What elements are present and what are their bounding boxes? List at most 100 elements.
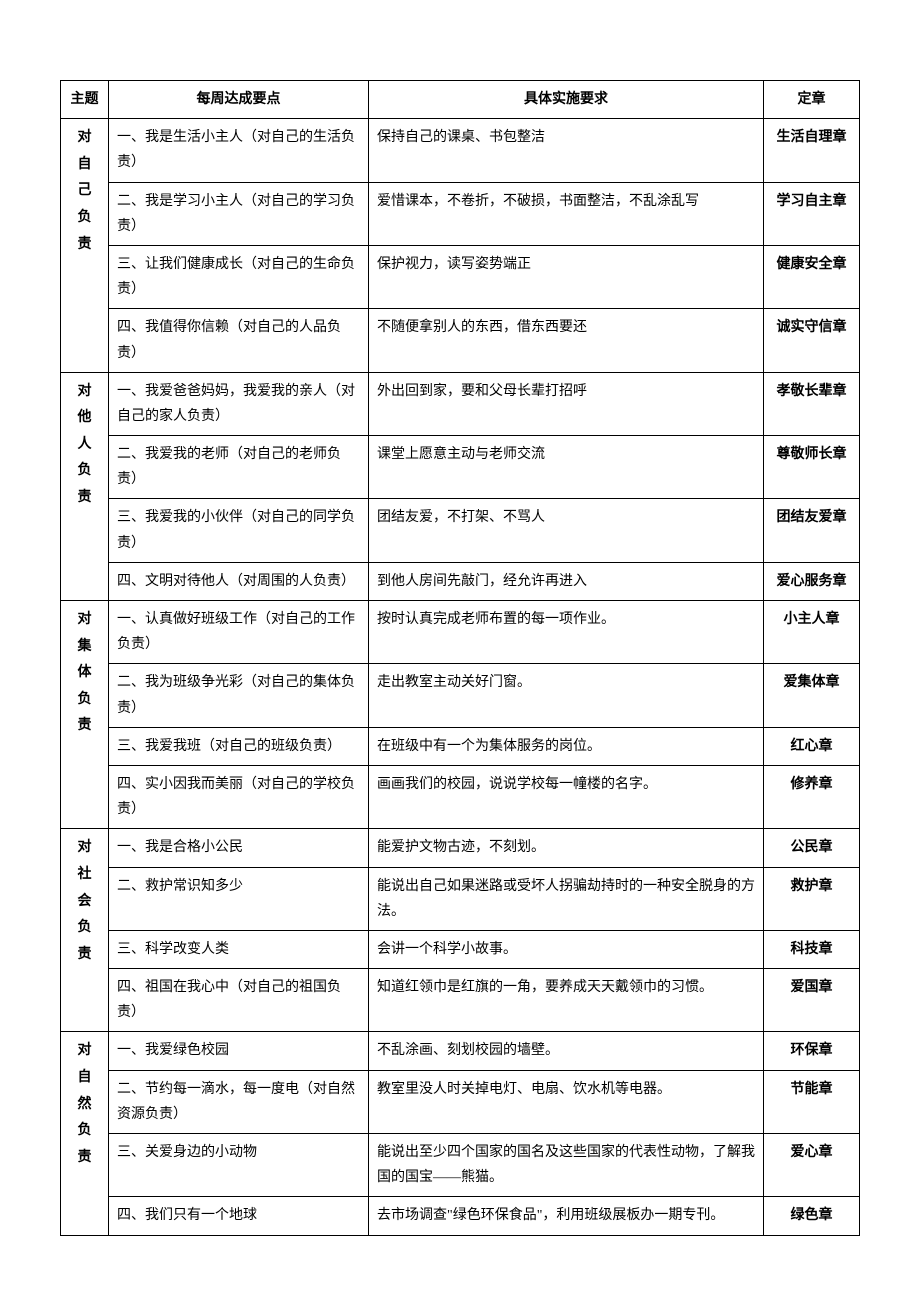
badge-cell: 救护章 <box>764 867 860 930</box>
theme-char: 社 <box>69 862 100 889</box>
theme-char: 责 <box>69 713 100 740</box>
table-row: 四、文明对待他人（对周围的人负责）到他人房间先敲门，经允许再进入爱心服务章 <box>61 562 860 600</box>
weekly-cell: 二、我是学习小主人（对自己的学习负责） <box>109 182 369 245</box>
table-row: 对集体负责一、认真做好班级工作（对自己的工作负责）按时认真完成老师布置的每一项作… <box>61 601 860 664</box>
badge-cell: 健康安全章 <box>764 245 860 308</box>
weekly-cell: 三、科学改变人类 <box>109 930 369 968</box>
weekly-cell: 一、我是生活小主人（对自己的生活负责） <box>109 119 369 182</box>
weekly-cell: 三、让我们健康成长（对自己的生命负责） <box>109 245 369 308</box>
table-row: 二、节约每一滴水，每一度电（对自然资源负责）教室里没人时关掉电灯、电扇、饮水机等… <box>61 1070 860 1133</box>
theme-cell: 对集体负责 <box>61 601 109 829</box>
theme-char: 人 <box>69 432 100 459</box>
badge-cell: 科技章 <box>764 930 860 968</box>
weekly-cell: 一、认真做好班级工作（对自己的工作负责） <box>109 601 369 664</box>
table-row: 二、我为班级争光彩（对自己的集体负责）走出教室主动关好门窗。爱集体章 <box>61 664 860 727</box>
implementation-cell: 团结友爱，不打架、不骂人 <box>369 499 764 562</box>
theme-char: 自 <box>69 1065 100 1092</box>
table-row: 三、科学改变人类会讲一个科学小故事。科技章 <box>61 930 860 968</box>
theme-char: 会 <box>69 889 100 916</box>
weekly-cell: 四、我们只有一个地球 <box>109 1197 369 1235</box>
table-row: 二、救护常识知多少能说出自己如果迷路或受坏人拐骗劫持时的一种安全脱身的方法。救护… <box>61 867 860 930</box>
weekly-cell: 一、我是合格小公民 <box>109 829 369 867</box>
implementation-cell: 到他人房间先敲门，经允许再进入 <box>369 562 764 600</box>
implementation-cell: 爱惜课本，不卷折，不破损，书面整洁，不乱涂乱写 <box>369 182 764 245</box>
table-row: 对他人负责一、我爱爸爸妈妈，我爱我的亲人（对自己的家人负责）外出回到家，要和父母… <box>61 372 860 435</box>
header-theme: 主题 <box>61 81 109 119</box>
theme-cell: 对他人负责 <box>61 372 109 600</box>
implementation-cell: 外出回到家，要和父母长辈打招呼 <box>369 372 764 435</box>
weekly-cell: 四、我值得你信赖（对自己的人品负责） <box>109 309 369 372</box>
theme-cell: 对自己负责 <box>61 119 109 373</box>
table-row: 对自然负责一、我爱绿色校园不乱涂画、刻划校园的墙壁。环保章 <box>61 1032 860 1070</box>
table-row: 二、我是学习小主人（对自己的学习负责）爱惜课本，不卷折，不破损，书面整洁，不乱涂… <box>61 182 860 245</box>
implementation-cell: 知道红领巾是红旗的一角，要养成天天戴领巾的习惯。 <box>369 969 764 1032</box>
theme-char: 负 <box>69 1118 100 1145</box>
header-badge: 定章 <box>764 81 860 119</box>
table-row: 四、我值得你信赖（对自己的人品负责）不随便拿别人的东西，借东西要还诚实守信章 <box>61 309 860 372</box>
badge-cell: 诚实守信章 <box>764 309 860 372</box>
weekly-cell: 四、祖国在我心中（对自己的祖国负责） <box>109 969 369 1032</box>
theme-char: 己 <box>69 178 100 205</box>
theme-char: 对 <box>69 125 100 152</box>
weekly-cell: 二、节约每一滴水，每一度电（对自然资源负责） <box>109 1070 369 1133</box>
theme-char: 责 <box>69 942 100 969</box>
theme-char: 负 <box>69 205 100 232</box>
implementation-cell: 不乱涂画、刻划校园的墙壁。 <box>369 1032 764 1070</box>
implementation-cell: 走出教室主动关好门窗。 <box>369 664 764 727</box>
weekly-cell: 四、实小因我而美丽（对自己的学校负责） <box>109 765 369 828</box>
header-weekly: 每周达成要点 <box>109 81 369 119</box>
theme-char: 集 <box>69 634 100 661</box>
badge-cell: 公民章 <box>764 829 860 867</box>
table-row: 四、实小因我而美丽（对自己的学校负责）画画我们的校园，说说学校每一幢楼的名字。修… <box>61 765 860 828</box>
table-row: 四、祖国在我心中（对自己的祖国负责）知道红领巾是红旗的一角，要养成天天戴领巾的习… <box>61 969 860 1032</box>
table-row: 对自己负责一、我是生活小主人（对自己的生活负责）保持自己的课桌、书包整洁生活自理… <box>61 119 860 182</box>
implementation-cell: 能爱护文物古迹，不刻划。 <box>369 829 764 867</box>
header-implementation: 具体实施要求 <box>369 81 764 119</box>
weekly-cell: 二、救护常识知多少 <box>109 867 369 930</box>
weekly-cell: 四、文明对待他人（对周围的人负责） <box>109 562 369 600</box>
table-row: 三、我爱我班（对自己的班级负责）在班级中有一个为集体服务的岗位。红心章 <box>61 727 860 765</box>
badge-cell: 红心章 <box>764 727 860 765</box>
implementation-cell: 课堂上愿意主动与老师交流 <box>369 436 764 499</box>
theme-char: 他 <box>69 405 100 432</box>
implementation-cell: 会讲一个科学小故事。 <box>369 930 764 968</box>
table-row: 三、让我们健康成长（对自己的生命负责）保护视力，读写姿势端正健康安全章 <box>61 245 860 308</box>
table-row: 四、我们只有一个地球去市场调查"绿色环保食品"，利用班级展板办一期专刊。绿色章 <box>61 1197 860 1235</box>
badge-cell: 爱国章 <box>764 969 860 1032</box>
weekly-cell: 二、我爱我的老师（对自己的老师负责） <box>109 436 369 499</box>
theme-char: 负 <box>69 687 100 714</box>
theme-char: 责 <box>69 485 100 512</box>
implementation-cell: 教室里没人时关掉电灯、电扇、饮水机等电器。 <box>369 1070 764 1133</box>
implementation-cell: 能说出自己如果迷路或受坏人拐骗劫持时的一种安全脱身的方法。 <box>369 867 764 930</box>
theme-char: 体 <box>69 660 100 687</box>
theme-char: 对 <box>69 1038 100 1065</box>
implementation-cell: 不随便拿别人的东西，借东西要还 <box>369 309 764 372</box>
theme-char: 负 <box>69 458 100 485</box>
badge-cell: 学习自主章 <box>764 182 860 245</box>
badge-cell: 小主人章 <box>764 601 860 664</box>
theme-char: 自 <box>69 152 100 179</box>
badge-cell: 生活自理章 <box>764 119 860 182</box>
badge-cell: 爱集体章 <box>764 664 860 727</box>
implementation-cell: 保持自己的课桌、书包整洁 <box>369 119 764 182</box>
implementation-cell: 在班级中有一个为集体服务的岗位。 <box>369 727 764 765</box>
badge-cell: 爱心章 <box>764 1134 860 1197</box>
theme-cell: 对自然负责 <box>61 1032 109 1235</box>
weekly-cell: 三、我爱我班（对自己的班级负责） <box>109 727 369 765</box>
responsibility-table: 主题 每周达成要点 具体实施要求 定章 对自己负责一、我是生活小主人（对自己的生… <box>60 80 860 1236</box>
implementation-cell: 去市场调查"绿色环保食品"，利用班级展板办一期专刊。 <box>369 1197 764 1235</box>
weekly-cell: 二、我为班级争光彩（对自己的集体负责） <box>109 664 369 727</box>
table-header-row: 主题 每周达成要点 具体实施要求 定章 <box>61 81 860 119</box>
weekly-cell: 一、我爱爸爸妈妈，我爱我的亲人（对自己的家人负责） <box>109 372 369 435</box>
implementation-cell: 保护视力，读写姿势端正 <box>369 245 764 308</box>
table-row: 三、关爱身边的小动物能说出至少四个国家的国名及这些国家的代表性动物，了解我国的国… <box>61 1134 860 1197</box>
theme-char: 负 <box>69 915 100 942</box>
badge-cell: 修养章 <box>764 765 860 828</box>
table-row: 三、我爱我的小伙伴（对自己的同学负责）团结友爱，不打架、不骂人团结友爱章 <box>61 499 860 562</box>
implementation-cell: 能说出至少四个国家的国名及这些国家的代表性动物，了解我国的国宝——熊猫。 <box>369 1134 764 1197</box>
weekly-cell: 三、关爱身边的小动物 <box>109 1134 369 1197</box>
badge-cell: 团结友爱章 <box>764 499 860 562</box>
weekly-cell: 三、我爱我的小伙伴（对自己的同学负责） <box>109 499 369 562</box>
theme-char: 责 <box>69 1145 100 1172</box>
badge-cell: 节能章 <box>764 1070 860 1133</box>
